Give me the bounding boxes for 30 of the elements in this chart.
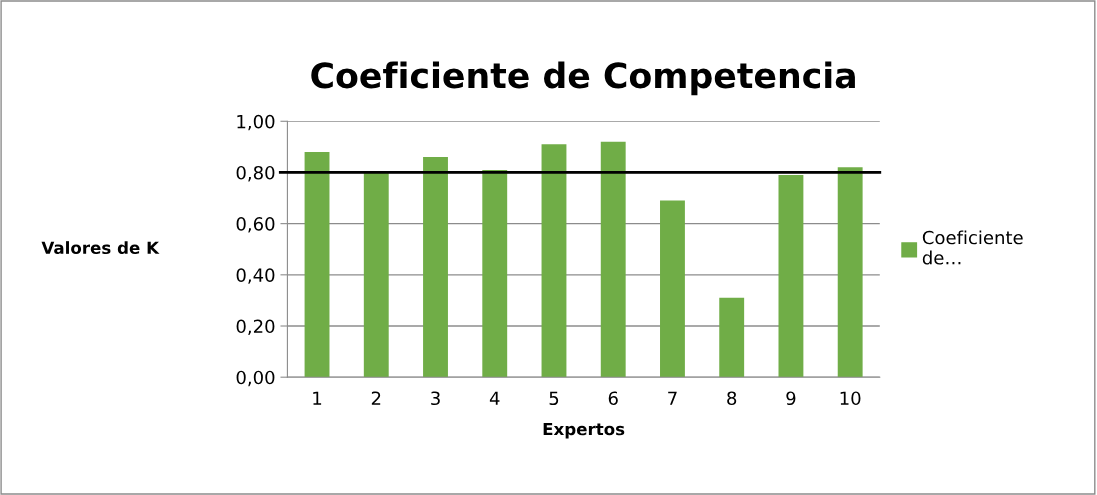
x-tick-label: 2	[371, 391, 381, 405]
x-tick-label: 5	[549, 391, 559, 406]
bar	[541, 144, 567, 378]
bar	[600, 141, 626, 378]
bar	[837, 167, 863, 378]
x-tick-label: 4	[489, 391, 500, 405]
x-tick-label: 9	[786, 391, 796, 406]
x-tick-label: 8	[727, 391, 737, 406]
x-axis-title: Expertos	[543, 422, 625, 439]
x-tick-label: 3	[431, 391, 440, 406]
chart-title: Coeficiente de Competencia	[311, 61, 855, 96]
bar	[423, 157, 448, 378]
y-tick-label: 0,00	[236, 370, 275, 387]
x-tick-label: 6	[608, 391, 618, 406]
y-tick-label: 0,20	[236, 319, 275, 335]
bar	[660, 200, 685, 378]
y-tick-label: 0,80	[236, 165, 275, 182]
bar	[719, 297, 745, 378]
bar	[363, 172, 389, 378]
y-tick-label: 0,60	[236, 217, 275, 233]
x-tick-label: 1	[313, 391, 322, 405]
x-tick-label: 7	[668, 391, 677, 405]
bar	[304, 151, 330, 378]
x-tick-label: 10	[840, 391, 861, 406]
legend-label: Coeficiente de…	[922, 230, 1023, 265]
y-tick-label: 0,40	[236, 268, 275, 284]
y-tick-label: 1,00	[237, 114, 275, 131]
bar	[778, 175, 804, 378]
bar	[482, 169, 508, 378]
y-axis-title: Valores de K	[41, 241, 160, 255]
